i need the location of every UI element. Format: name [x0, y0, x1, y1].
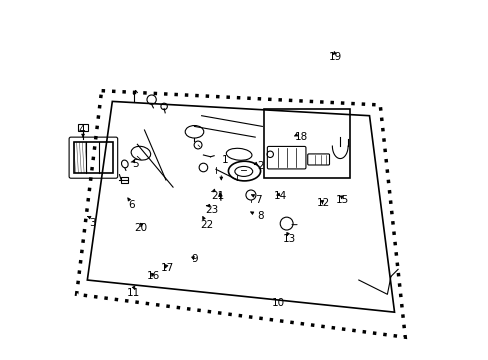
Text: 1: 1	[221, 156, 228, 165]
Text: 17: 17	[161, 262, 174, 273]
Text: 16: 16	[146, 271, 160, 282]
Text: 12: 12	[316, 198, 329, 208]
Text: 7: 7	[255, 195, 262, 204]
Text: 13: 13	[282, 234, 295, 244]
Text: 9: 9	[191, 253, 198, 264]
Text: 19: 19	[328, 52, 342, 62]
Text: 21: 21	[211, 191, 224, 201]
Text: 5: 5	[132, 159, 139, 169]
Text: 14: 14	[273, 191, 286, 201]
Text: 22: 22	[200, 220, 213, 230]
Text: 11: 11	[127, 288, 140, 297]
Text: 15: 15	[335, 195, 348, 204]
Text: 20: 20	[134, 223, 147, 233]
Text: 8: 8	[257, 211, 264, 221]
Text: 23: 23	[205, 205, 219, 215]
Text: 6: 6	[128, 200, 135, 210]
Text: 4: 4	[79, 125, 85, 135]
Text: 10: 10	[271, 298, 285, 308]
Text: 18: 18	[294, 132, 307, 142]
Text: 3: 3	[89, 218, 96, 228]
Text: 2: 2	[257, 161, 264, 171]
